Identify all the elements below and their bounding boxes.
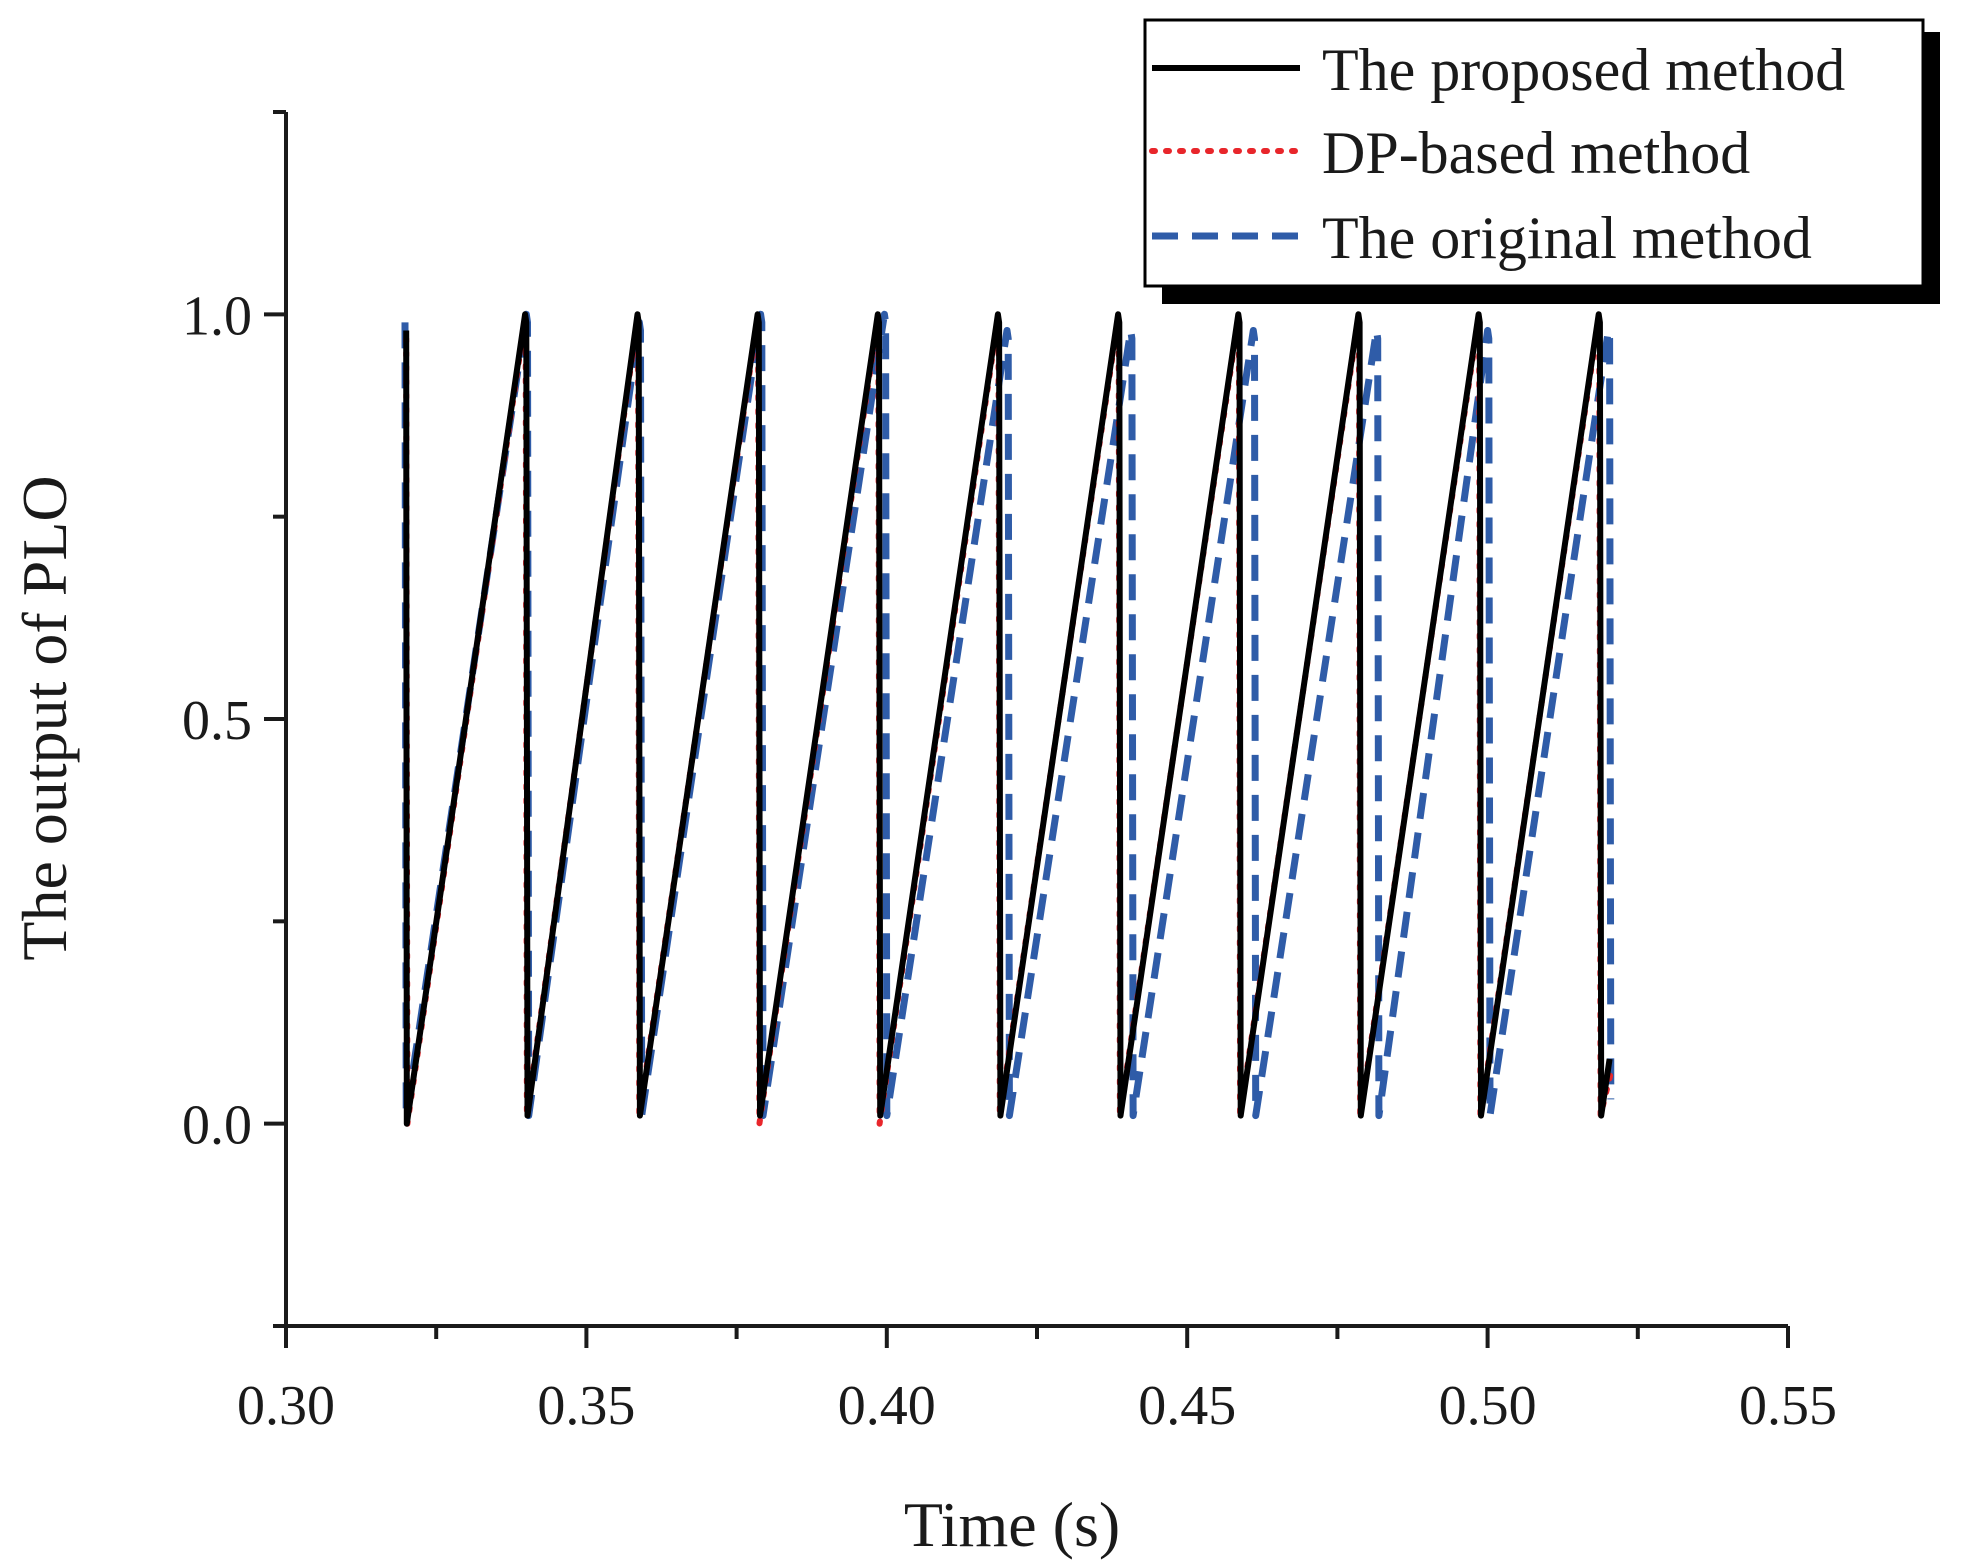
series-layer [401, 310, 1615, 1127]
legend-items: The proposed method DP-based method The or… [1149, 37, 1845, 271]
x-tick-label: 0.55 [1739, 1375, 1837, 1437]
x-tick-label: 0.50 [1439, 1375, 1537, 1437]
y-tick-label: 0.5 [182, 690, 252, 752]
x-tick-label: 0.45 [1138, 1375, 1236, 1437]
legend-box [1143, 18, 1925, 288]
legend-label-0: The proposed method [1322, 37, 1845, 103]
series-line-0 [403, 311, 1613, 1127]
y-tick-label: 0.0 [182, 1095, 252, 1157]
legend-label-2: The original method [1322, 205, 1812, 271]
x-tick-label: 0.30 [237, 1375, 335, 1437]
x-axis-title: Time (s) [904, 1489, 1120, 1560]
y-tick-label: 1.0 [182, 285, 252, 347]
ticks-layer: 0.30 0.35 0.40 0.45 0.50 0.55 0.0 0.5 1.0 [182, 110, 1837, 1437]
x-tick-label: 0.40 [838, 1375, 936, 1437]
legend: The proposed method DP-based method The or… [1143, 18, 1940, 304]
legend-label-1: DP-based method [1322, 120, 1750, 186]
x-tick-label: 0.35 [537, 1375, 635, 1437]
y-axis-title: The output of PLO [9, 475, 80, 960]
